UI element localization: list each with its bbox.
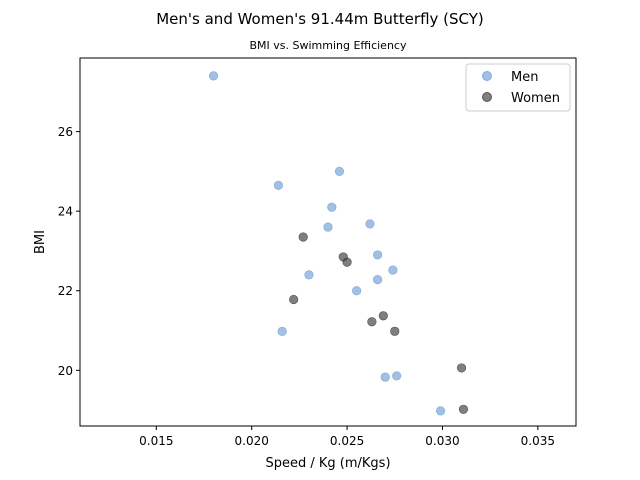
point-men-1 — [334, 166, 345, 176]
point-men-12 — [380, 372, 390, 382]
point-men-6 — [373, 250, 383, 260]
legend-marker-men — [482, 71, 492, 81]
chart-subtitle: BMI vs. Swimming Efficiency — [250, 39, 407, 52]
legend: Men Women — [465, 63, 571, 112]
data-points — [208, 71, 469, 416]
legend-label-men: Men — [511, 70, 538, 85]
point-men-8 — [304, 270, 314, 280]
point-women-6 — [390, 326, 400, 336]
x-tick-label: 0.035 — [521, 434, 555, 448]
point-women-8 — [458, 404, 469, 414]
point-men-5 — [323, 222, 333, 232]
legend-label-women: Women — [511, 91, 560, 106]
x-tick-label: 0.030 — [425, 434, 459, 448]
y-tick-label: 24 — [58, 205, 73, 219]
point-women-7 — [456, 363, 467, 373]
point-women-3 — [289, 294, 299, 305]
y-tick-label: 26 — [58, 125, 73, 139]
point-men-3 — [327, 202, 337, 212]
legend-box — [465, 63, 571, 112]
point-men-2 — [273, 180, 284, 190]
plot-area — [79, 57, 577, 427]
y-tick-label: 20 — [58, 364, 73, 378]
point-men-14 — [435, 406, 446, 416]
x-axis-ticks: 0.015 0.020 0.025 0.030 0.035 — [139, 426, 555, 448]
point-women-4 — [378, 311, 388, 321]
chart-title: Men's and Women's 91.44m Butterfly (SCY) — [156, 10, 484, 28]
y-axis-ticks: 20 22 24 26 — [58, 125, 80, 378]
point-men-13 — [392, 371, 402, 381]
point-men-10 — [352, 286, 362, 296]
x-tick-label: 0.020 — [235, 434, 269, 448]
legend-marker-women — [482, 92, 492, 102]
point-women-2 — [342, 257, 352, 267]
x-axis-label: Speed / Kg (m/Kgs) — [265, 456, 390, 471]
point-men-9 — [373, 274, 383, 285]
point-men-4 — [365, 219, 375, 229]
x-tick-label: 0.025 — [330, 434, 364, 448]
y-tick-label: 22 — [58, 284, 73, 298]
point-women-5 — [367, 317, 377, 327]
point-men-0 — [208, 71, 219, 81]
y-axis-label: BMI — [33, 230, 48, 254]
point-men-7 — [388, 265, 398, 275]
point-men-11 — [277, 326, 287, 336]
x-tick-label: 0.015 — [139, 434, 173, 448]
point-women-0 — [298, 232, 308, 242]
